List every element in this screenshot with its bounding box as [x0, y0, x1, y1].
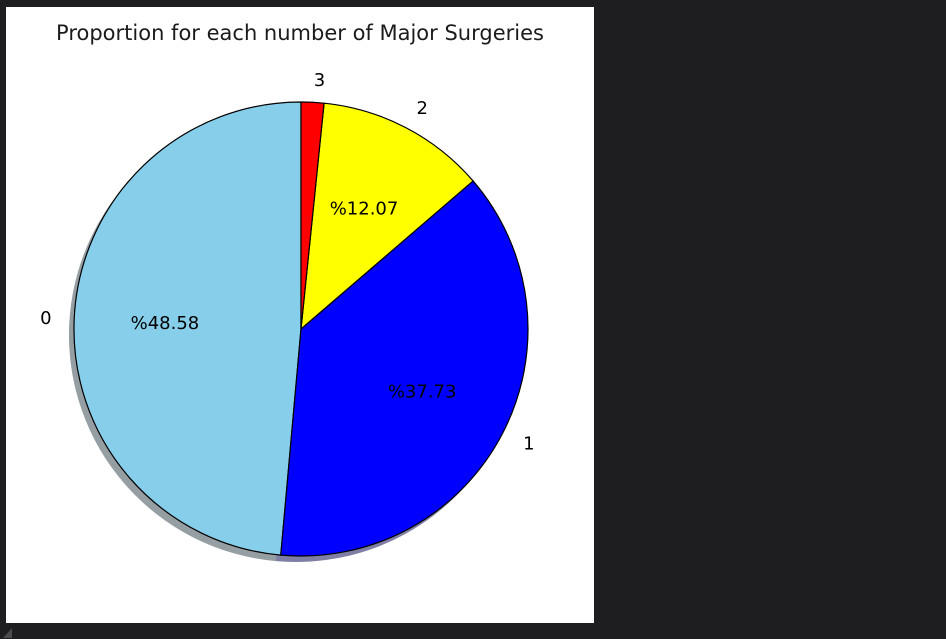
pie-slice-1 [280, 180, 529, 557]
pie-slice-0 [73, 101, 302, 556]
corner-grip-icon [3, 628, 12, 638]
pie-category-label: 1 [523, 433, 534, 454]
pie-slice-2 [300, 102, 474, 330]
pie-slice-3 [300, 101, 325, 330]
pie-pct-label: %48.58 [131, 313, 200, 334]
chart-title: Proportion for each number of Major Surg… [56, 21, 544, 45]
pie-pct-label: %37.73 [388, 382, 457, 403]
pie-svg: %48.58 0 %37.73 1 %12.07 2 3 [40, 70, 535, 563]
pie-category-label: 0 [40, 308, 51, 329]
figure-canvas: Proportion for each number of Major Surg… [6, 7, 594, 623]
pie-pct-label: %12.07 [330, 199, 399, 220]
pie-category-label: 3 [314, 70, 325, 91]
pie-category-label: 2 [417, 98, 428, 119]
